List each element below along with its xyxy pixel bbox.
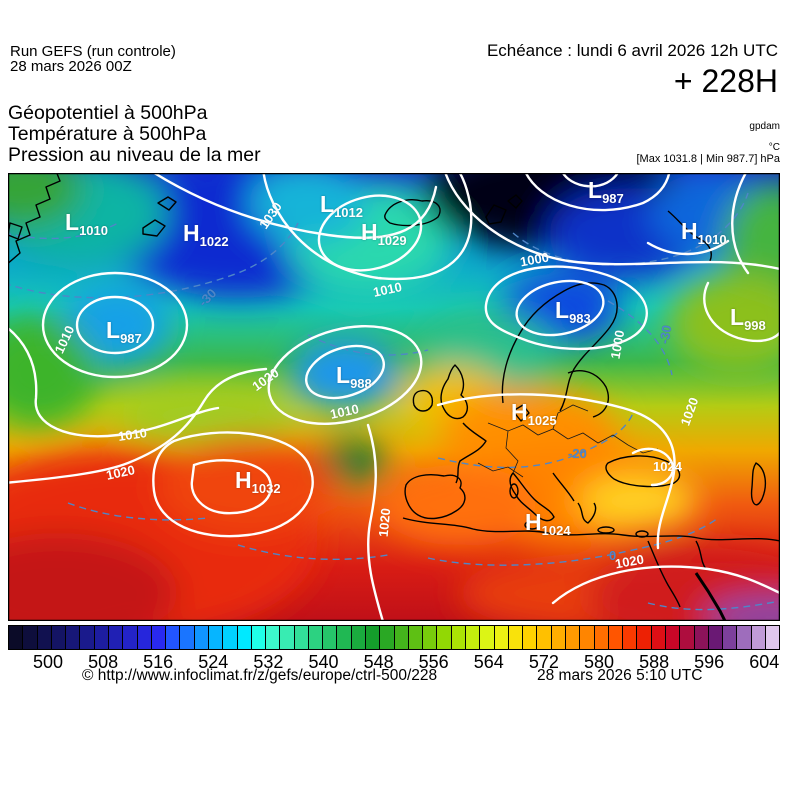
colorbar-cell <box>423 626 438 649</box>
generation-timestamp: 28 mars 2026 5:10 UTC <box>537 667 703 684</box>
colorbar-cell <box>737 626 752 649</box>
colorbar-cell <box>451 626 466 649</box>
colorbar-cell <box>351 626 367 649</box>
colorbar-cell <box>665 626 681 649</box>
colorbar-cell <box>251 626 267 649</box>
colorbar-cell <box>366 626 381 649</box>
colorbar-cell <box>380 626 395 649</box>
isobar-contours <box>8 173 780 621</box>
title-pressure: Pression au niveau de la mer <box>8 144 261 166</box>
colorbar-cell <box>9 626 24 649</box>
colorbar-tick-572: 572 <box>528 652 559 672</box>
colorbar-cell <box>680 626 695 649</box>
pressure-minmax: [Max 1031.8 | Min 987.7] hPa <box>636 153 781 165</box>
chart-titles: Géopotentiel à 500hPa Température à 500h… <box>8 103 261 166</box>
colorbar-cell <box>308 626 324 649</box>
colorbar-tick-540: 540 <box>308 652 339 672</box>
colorbar-cell <box>708 626 724 649</box>
colorbar-cell <box>437 626 452 649</box>
colorbar-cell <box>51 626 67 649</box>
colorbar-tick-604: 604 <box>749 652 780 672</box>
run-date: 28 mars 2026 00Z <box>10 58 132 75</box>
colorbar-cell <box>66 626 81 649</box>
colorbar-cell <box>80 626 95 649</box>
colorbar-cell <box>408 626 424 649</box>
weather-map: L1010 H1022 L1012 H1029 L987 H1010 L987 L983 L99… <box>8 173 780 621</box>
echeance-text: Echéance : lundi 6 avril 2026 12h UTC <box>486 41 778 60</box>
colorbar-cell <box>508 626 524 649</box>
colorbar-ticks: 500 508 516 524 532 540 548 556 564 572 580 588 596 6… <box>8 652 780 672</box>
colorbar-tick-500: 500 <box>32 652 64 672</box>
temperature-field-anomalies <box>8 173 780 621</box>
colorbar-tick-516: 516 <box>143 652 174 672</box>
colorbar-cell <box>637 626 652 649</box>
colorbar-cell <box>623 626 638 649</box>
colorbar-tick-556: 556 <box>418 652 449 672</box>
colorbar-cell <box>194 626 209 649</box>
colorbar-cell <box>723 626 738 649</box>
colorbar-cell <box>323 626 338 649</box>
colorbar-cell <box>266 626 281 649</box>
colorbar-cell <box>123 626 138 649</box>
colorbar-cell <box>337 626 352 649</box>
colorbar-cell <box>208 626 224 649</box>
colorbar-tick-548: 548 <box>363 652 394 672</box>
colorbar-cell <box>394 626 409 649</box>
colorbar-cell <box>280 626 295 649</box>
colorbar-cell <box>523 626 538 649</box>
colorbar-cell <box>237 626 252 649</box>
colorbar-cell <box>180 626 195 649</box>
colorbar-cell <box>580 626 595 649</box>
colorbar-cell <box>551 626 566 649</box>
unit-temperature: °C <box>768 142 780 153</box>
colorbar-tick-532: 532 <box>253 652 284 672</box>
run-info: Run GEFS (run controle) 28 mars 2026 00Z <box>10 44 176 74</box>
colorbar-cell <box>223 626 238 649</box>
title-geopotential: Géopotentiel à 500hPa <box>8 102 208 124</box>
colorbar-cell <box>137 626 152 649</box>
colorbar-cell <box>166 626 181 649</box>
colorbar-cell <box>651 626 666 649</box>
colorbar-cell <box>594 626 609 649</box>
lead-time: + 228H <box>673 63 778 99</box>
colorbar-tick-564: 564 <box>473 652 504 672</box>
colorbar-tick-596: 596 <box>694 652 725 672</box>
colorbar-cell <box>480 626 495 649</box>
colorbar-cell <box>565 626 581 649</box>
colorbar-cell <box>108 626 124 649</box>
red-sea-line <box>694 572 727 621</box>
colorbar-cell <box>494 626 509 649</box>
colorbar-cell <box>751 626 766 649</box>
colorbar-tick-580: 580 <box>583 652 615 672</box>
colorbar-cell <box>608 626 624 649</box>
colorbar-cell <box>151 626 167 649</box>
colorbar-cell <box>537 626 552 649</box>
colorbar-cell <box>294 626 309 649</box>
colorbar-cell <box>94 626 109 649</box>
colorbar-cell <box>466 626 481 649</box>
run-model: Run GEFS (run controle) <box>10 43 176 60</box>
coastlines <box>8 173 780 608</box>
colorbar-cell <box>37 626 52 649</box>
source-url: © http://www.infoclimat.fr/z/gefs/europe… <box>82 667 438 684</box>
colorbar-cell <box>23 626 38 649</box>
colorbar-cell <box>765 626 780 649</box>
map-frame <box>8 173 780 621</box>
unit-geopotential: gpdam <box>749 121 780 132</box>
forecast-header: Echéance : lundi 6 avril 2026 12h UTC + … <box>486 41 778 99</box>
colorbar-cell <box>694 626 709 649</box>
title-temperature: Température à 500hPa <box>8 123 207 145</box>
colorbar-tick-524: 524 <box>198 652 229 672</box>
colorbar-tick-588: 588 <box>639 652 670 672</box>
colorbar <box>8 625 780 650</box>
colorbar-tick-508: 508 <box>88 652 119 672</box>
map-graphic <box>8 173 780 621</box>
country-borders <box>477 404 659 478</box>
